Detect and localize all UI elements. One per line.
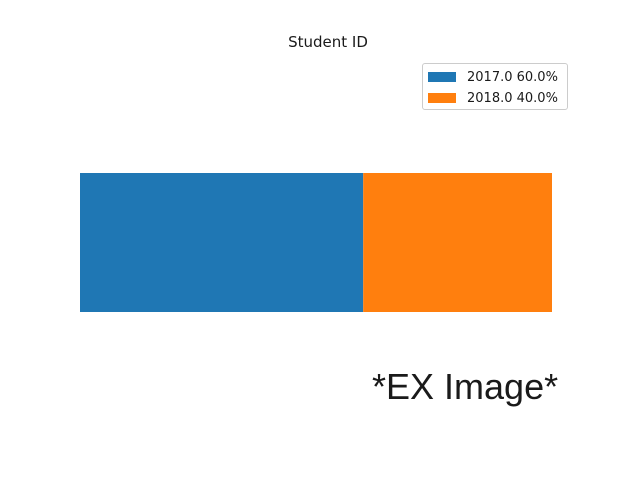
legend: 2017.0 60.0% 2018.0 40.0% <box>422 63 568 110</box>
legend-entry: 2017.0 60.0% <box>428 69 558 85</box>
bar-segment <box>363 173 552 312</box>
legend-entry: 2018.0 40.0% <box>428 90 558 106</box>
bar-segment <box>80 173 364 312</box>
chart-title: Student ID <box>288 33 368 51</box>
legend-swatch <box>428 72 456 82</box>
legend-label: 2017.0 60.0% <box>467 69 558 85</box>
legend-label: 2018.0 40.0% <box>467 90 558 106</box>
legend-swatch <box>428 93 456 103</box>
watermark: *EX Image* <box>372 366 559 407</box>
